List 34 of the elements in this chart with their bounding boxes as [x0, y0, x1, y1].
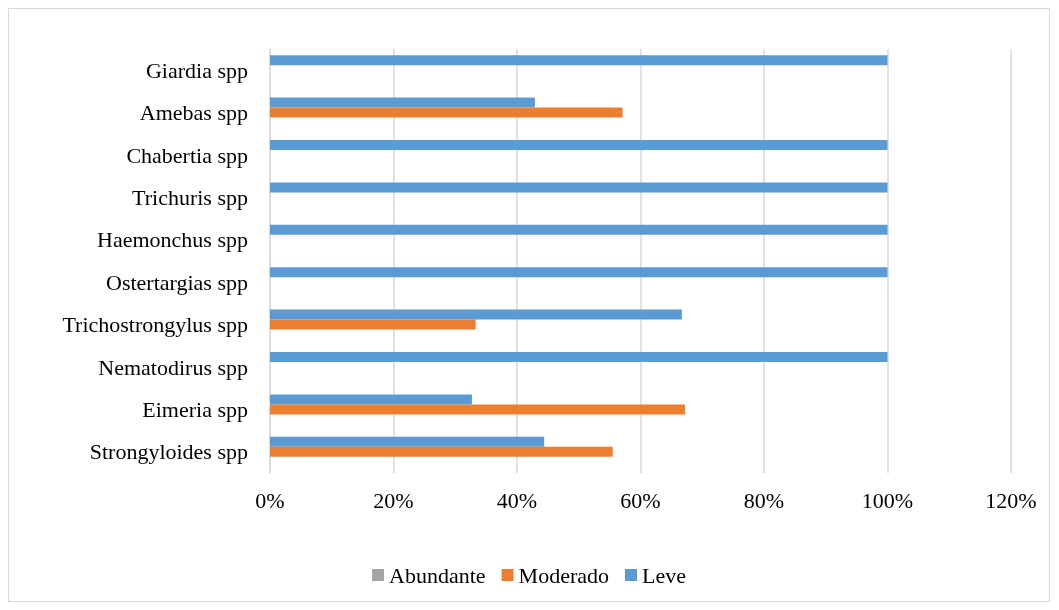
legend-label: Moderado: [518, 562, 609, 588]
legend-label: Leve: [641, 562, 686, 588]
y-tick-label: Amebas spp: [139, 100, 248, 126]
y-tick-label: Trichostrongylus spp: [62, 312, 248, 338]
y-tick-label: Trichuris spp: [132, 184, 248, 210]
y-tick-label: Giardia spp: [145, 57, 248, 83]
y-tick-label: Nematodirus spp: [98, 354, 248, 380]
bar: [270, 319, 476, 330]
y-tick-label: Haemonchus spp: [97, 227, 248, 253]
x-tick-label: 100%: [861, 487, 914, 513]
bar: [270, 436, 545, 447]
y-tick-label: Strongyloides spp: [89, 439, 248, 465]
bar: [270, 55, 888, 66]
bar: [270, 224, 888, 235]
y-tick-label: Chabertia spp: [126, 142, 248, 168]
bar: [270, 352, 888, 362]
x-tick-label: 20%: [373, 487, 414, 513]
x-tick-label: 120%: [985, 487, 1037, 513]
legend-label: Abundante: [389, 562, 486, 588]
bar: [270, 394, 472, 405]
x-tick-label: 60%: [620, 487, 661, 513]
bar: [270, 140, 888, 150]
x-tick-label: 0%: [255, 487, 285, 513]
bar: [270, 309, 682, 320]
x-tick-label: 80%: [743, 487, 785, 513]
bar: [270, 107, 623, 118]
bar: [270, 97, 535, 108]
y-tick-label: Ostertargias spp: [106, 269, 248, 295]
bar: [270, 404, 685, 415]
y-tick-label: Eimeria spp: [142, 396, 248, 422]
bar: [270, 446, 613, 457]
bar: [270, 267, 888, 278]
bar: [270, 182, 888, 193]
x-tick-label: 40%: [496, 487, 538, 513]
